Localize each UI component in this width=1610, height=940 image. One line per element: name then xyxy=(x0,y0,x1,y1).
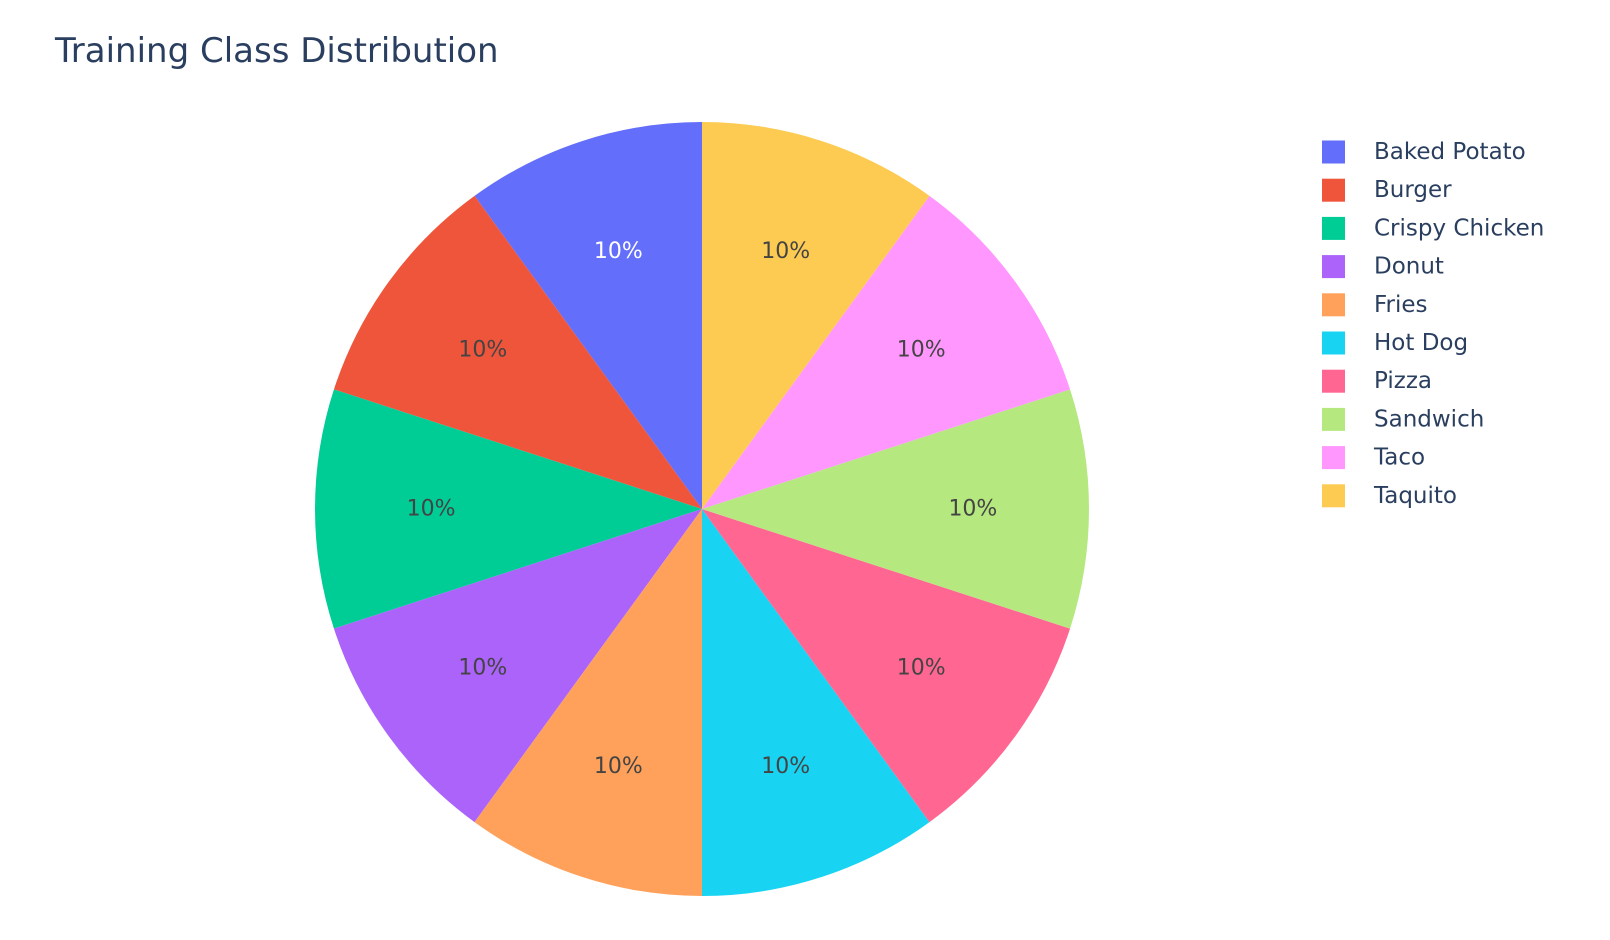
legend: Baked Potato Burger Crispy Chicken Donut Fri… xyxy=(1322,139,1544,509)
legend-item-burger[interactable]: Burger xyxy=(1322,177,1452,203)
legend-label-sandwich: Sandwich xyxy=(1374,406,1484,432)
legend-label-taquito: Taquito xyxy=(1373,483,1457,509)
legend-label-pizza: Pizza xyxy=(1374,368,1432,394)
legend-item-baked-potato[interactable]: Baked Potato xyxy=(1322,139,1526,165)
legend-swatch-baked-potato xyxy=(1322,140,1345,164)
pie-slices xyxy=(314,122,1090,896)
legend-item-crispy-chicken[interactable]: Crispy Chicken xyxy=(1322,215,1544,241)
slice-label-burger: 10% xyxy=(458,337,507,362)
slice-label-hot-dog: 10% xyxy=(761,754,810,779)
legend-swatch-pizza xyxy=(1322,369,1345,393)
legend-swatch-taco xyxy=(1322,446,1345,470)
slice-label-taco: 10% xyxy=(897,337,946,362)
legend-swatch-taquito xyxy=(1322,484,1345,508)
legend-label-baked-potato: Baked Potato xyxy=(1374,139,1526,165)
pie-slice-crispy-chicken[interactable] xyxy=(314,389,702,629)
legend-item-hot-dog[interactable]: Hot Dog xyxy=(1322,330,1468,356)
legend-swatch-hot-dog xyxy=(1322,331,1345,355)
slice-label-sandwich: 10% xyxy=(948,497,997,522)
slice-label-baked-potato: 10% xyxy=(594,239,643,264)
legend-swatch-sandwich xyxy=(1322,407,1345,431)
legend-item-fries[interactable]: Fries xyxy=(1322,292,1428,318)
slice-labels: 10% 10% 10% 10% 10% 10% 10% 10% 10% 10% xyxy=(407,239,998,779)
slice-label-donut: 10% xyxy=(458,656,507,681)
chart-title: Training Class Distribution xyxy=(54,31,499,71)
legend-item-taco[interactable]: Taco xyxy=(1322,445,1425,471)
legend-label-donut: Donut xyxy=(1374,254,1444,280)
slice-label-taquito: 10% xyxy=(761,239,810,264)
slice-label-pizza: 10% xyxy=(897,656,946,681)
pie-slice-pizza[interactable] xyxy=(702,509,1071,823)
legend-swatch-donut xyxy=(1322,255,1345,279)
legend-label-burger: Burger xyxy=(1374,177,1452,203)
pie-slice-taco[interactable] xyxy=(702,195,1071,509)
slice-label-crispy-chicken: 10% xyxy=(407,497,456,522)
legend-swatch-crispy-chicken xyxy=(1322,216,1345,240)
slice-label-fries: 10% xyxy=(594,754,643,779)
pie-slice-sandwich[interactable] xyxy=(702,389,1090,629)
legend-label-taco: Taco xyxy=(1373,445,1425,471)
legend-label-crispy-chicken: Crispy Chicken xyxy=(1374,215,1544,241)
pie-slice-burger[interactable] xyxy=(333,195,702,509)
pie-slice-taquito[interactable] xyxy=(702,122,930,509)
legend-item-sandwich[interactable]: Sandwich xyxy=(1322,406,1484,432)
legend-label-hot-dog: Hot Dog xyxy=(1374,330,1468,356)
legend-item-donut[interactable]: Donut xyxy=(1322,254,1444,280)
legend-item-taquito[interactable]: Taquito xyxy=(1322,483,1457,509)
legend-swatch-fries xyxy=(1322,293,1345,317)
pie-slice-hot-dog[interactable] xyxy=(702,509,930,896)
legend-item-pizza[interactable]: Pizza xyxy=(1322,368,1432,394)
pie-slice-baked-potato[interactable] xyxy=(474,122,702,509)
pie-slice-donut[interactable] xyxy=(333,509,702,823)
legend-label-fries: Fries xyxy=(1374,292,1428,318)
legend-swatch-burger xyxy=(1322,178,1345,202)
pie-slice-fries[interactable] xyxy=(474,509,702,896)
